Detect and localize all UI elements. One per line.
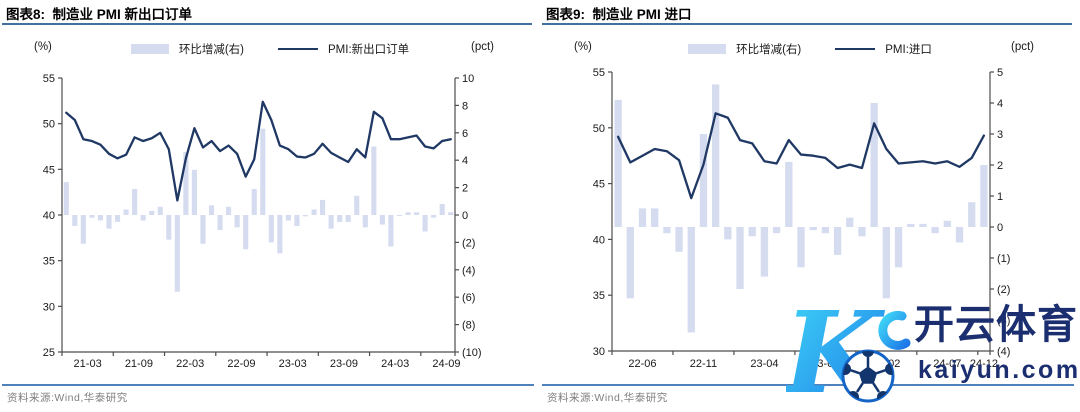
svg-text:50: 50 bbox=[593, 123, 605, 135]
svg-text:22-11: 22-11 bbox=[690, 358, 717, 370]
figure-9-title: 图表9: 制造业 PMI 进口 bbox=[546, 7, 692, 22]
figure-9-plot: 55 50 45 40 35 30 5 4 3 2 1 0 (1) (2) (3) (4) 22-06 22-11… bbox=[593, 67, 1011, 370]
figure-8-title: 图表8: 制造业 PMI 新出口订单 bbox=[6, 7, 193, 22]
svg-text:30: 30 bbox=[43, 301, 55, 313]
svg-text:21-09: 21-09 bbox=[125, 358, 153, 370]
svg-text:23-09: 23-09 bbox=[330, 358, 358, 370]
svg-text:4: 4 bbox=[462, 155, 468, 167]
svg-text:23-03: 23-03 bbox=[279, 358, 307, 370]
svg-text:24-07: 24-07 bbox=[933, 358, 961, 370]
legend-line-swatch-icon bbox=[278, 48, 319, 50]
svg-text:50: 50 bbox=[43, 119, 55, 131]
svg-text:1: 1 bbox=[997, 191, 1003, 203]
svg-text:2: 2 bbox=[997, 160, 1003, 172]
axes bbox=[608, 71, 994, 355]
svg-text:55: 55 bbox=[43, 73, 55, 85]
left-axis-unit-label: (%) bbox=[34, 41, 52, 53]
svg-text:(2): (2) bbox=[997, 284, 1010, 296]
svg-text:24-12: 24-12 bbox=[970, 358, 998, 370]
source-divider bbox=[2, 384, 534, 386]
svg-text:23-09: 23-09 bbox=[811, 358, 839, 370]
pmi-line bbox=[65, 100, 452, 202]
figure-8-legend-row: (%) 环比增减(右) PMI:新出口订单 (pct) bbox=[0, 36, 540, 62]
svg-text:6: 6 bbox=[462, 128, 468, 140]
svg-text:35: 35 bbox=[593, 290, 605, 302]
svg-text:(4): (4) bbox=[997, 346, 1010, 358]
figure-9-panel: 图表9: 制造业 PMI 进口 (%) 环比增减(右) PMI:进口 (pct)… bbox=[540, 0, 1080, 412]
svg-text:24-03: 24-03 bbox=[381, 358, 409, 370]
title-divider bbox=[2, 23, 532, 25]
legend-line-label: PMI:进口 bbox=[885, 44, 932, 56]
svg-text:3: 3 bbox=[997, 129, 1003, 141]
svg-text:4: 4 bbox=[997, 98, 1003, 110]
svg-text:35: 35 bbox=[43, 256, 55, 268]
svg-text:22-06: 22-06 bbox=[628, 358, 656, 370]
pmi-line bbox=[616, 112, 986, 200]
svg-text:22-03: 22-03 bbox=[176, 358, 204, 370]
svg-text:5: 5 bbox=[997, 67, 1003, 79]
svg-text:21-03: 21-03 bbox=[74, 358, 102, 370]
figure-8-plot: 55 50 45 40 35 30 25 10 8 6 4 2 0 (2) (4) (6) (8) (10) 21-… bbox=[43, 73, 482, 370]
figure-8-source: 资料来源:Wind,华泰研究 bbox=[7, 392, 128, 404]
svg-text:55: 55 bbox=[593, 67, 605, 79]
legend-bar-label: 环比增减(右) bbox=[178, 44, 245, 56]
right-axis-unit-label: (pct) bbox=[1011, 41, 1034, 53]
svg-text:(3): (3) bbox=[997, 315, 1010, 327]
bars-series bbox=[614, 84, 988, 333]
svg-text:0: 0 bbox=[997, 222, 1003, 234]
title-divider bbox=[542, 23, 1072, 25]
svg-text:40: 40 bbox=[593, 234, 605, 246]
left-axis-unit-label: (%) bbox=[574, 41, 592, 53]
legend-bar-swatch-icon bbox=[688, 44, 727, 54]
bars-series bbox=[63, 128, 454, 292]
tick-labels: 55 50 45 40 35 30 25 10 8 6 4 2 0 (2) (4) (6) (8) (10) 21-… bbox=[43, 73, 482, 370]
legend-bar-swatch-icon bbox=[130, 44, 169, 54]
right-axis-unit-label: (pct) bbox=[471, 41, 494, 53]
legend-line-label: PMI:新出口订单 bbox=[328, 44, 410, 56]
svg-text:2: 2 bbox=[462, 183, 468, 195]
svg-text:30: 30 bbox=[593, 346, 605, 358]
svg-text:(4): (4) bbox=[462, 265, 475, 277]
svg-text:23-04: 23-04 bbox=[750, 358, 778, 370]
svg-text:8: 8 bbox=[462, 100, 468, 112]
svg-text:(6): (6) bbox=[462, 292, 475, 304]
svg-text:(8): (8) bbox=[462, 320, 475, 332]
svg-text:(2): (2) bbox=[462, 237, 475, 249]
source-divider bbox=[542, 384, 1074, 386]
figure-8-panel: 图表8: 制造业 PMI 新出口订单 (%) 环比增减(右) PMI:新出口订单… bbox=[0, 7, 540, 404]
svg-text:24-09: 24-09 bbox=[432, 358, 460, 370]
legend-line-swatch-icon bbox=[835, 48, 876, 50]
svg-text:22-09: 22-09 bbox=[227, 358, 255, 370]
svg-text:25: 25 bbox=[43, 347, 55, 359]
svg-text:45: 45 bbox=[43, 164, 55, 176]
figure-8-legend: 环比增减(右) PMI:新出口订单 bbox=[80, 36, 460, 62]
figure-9-source: 资料来源:Wind,华泰研究 bbox=[547, 392, 668, 404]
svg-text:40: 40 bbox=[43, 210, 55, 222]
svg-text:45: 45 bbox=[593, 179, 605, 191]
svg-text:24-02: 24-02 bbox=[872, 358, 900, 370]
svg-text:0: 0 bbox=[462, 210, 468, 222]
legend-bar-label: 环比增减(右) bbox=[736, 44, 802, 56]
figure-9-legend: 环比增减(右) PMI:进口 bbox=[620, 36, 1000, 62]
svg-text:(1): (1) bbox=[997, 253, 1010, 265]
svg-text:10: 10 bbox=[462, 73, 474, 85]
svg-text:(10): (10) bbox=[462, 347, 482, 359]
axes bbox=[58, 77, 459, 356]
figure-9-legend-row: (%) 环比增减(右) PMI:进口 (pct) bbox=[540, 36, 1080, 62]
